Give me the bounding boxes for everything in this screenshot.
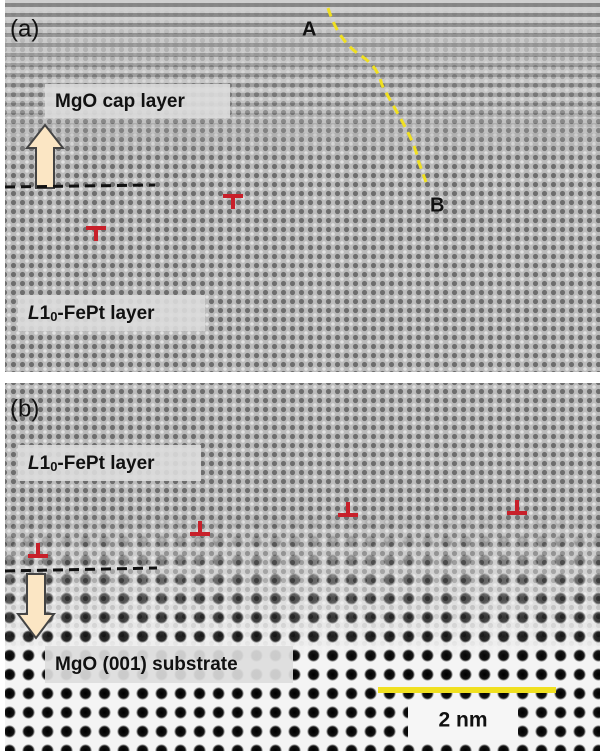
scale-label: 2 nm <box>438 709 487 732</box>
layer-label: L10-FePt layer <box>28 453 155 474</box>
panel-label: (a) <box>10 15 39 42</box>
label-part: L <box>28 303 40 324</box>
point-label: A <box>302 18 316 40</box>
point-label: B <box>430 194 444 216</box>
figure: (a) A B MgO cap layer L10-FePt layer (b)… <box>0 0 600 751</box>
label-part: 0 <box>50 459 57 474</box>
substrate-lattice <box>5 383 600 751</box>
label-part: -FePt layer <box>57 453 155 474</box>
label-part: L <box>28 453 40 474</box>
label-part: -FePt layer <box>57 303 155 324</box>
label-part: 1 <box>40 453 51 474</box>
page: (a) A B MgO cap layer L10-FePt layer (b)… <box>0 0 600 751</box>
label-part: 1 <box>40 303 51 324</box>
panel-label: (b) <box>10 395 39 422</box>
layer-label: MgO (001) substrate <box>55 654 238 675</box>
layer-label: MgO cap layer <box>55 91 185 112</box>
layer-label: L10-FePt layer <box>28 303 155 324</box>
label-part: 0 <box>50 309 57 324</box>
